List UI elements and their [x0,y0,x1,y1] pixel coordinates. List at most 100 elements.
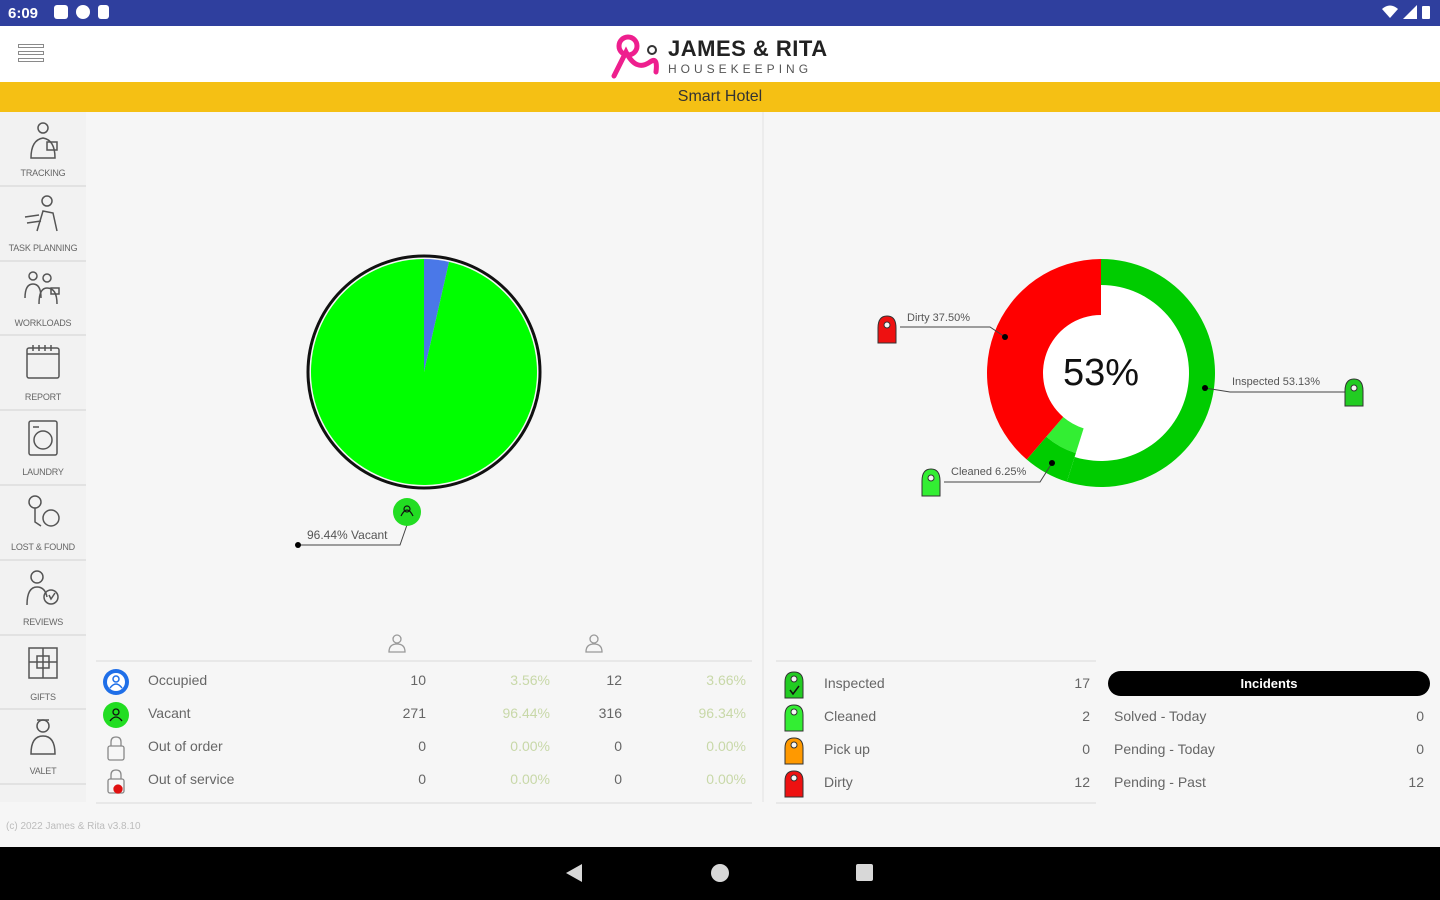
sidebar-item-lost-found[interactable]: LOST & FOUND [0,486,86,561]
row-name: Vacant [148,705,191,721]
task-planning-icon [24,195,58,232]
out-of-order-lock-icon [107,736,125,761]
vacant-data-label: 96.44% Vacant [307,528,388,542]
dirty-leader-dot [1002,334,1008,340]
footer-copyright: (c) 2022 James & Rita v3.8.10 [6,821,141,832]
lost-found-icon [28,495,60,527]
row-tomorrow-count: 0 [614,738,622,754]
vacant-person-icon [103,702,129,728]
inspected-tag-icon [784,671,804,699]
recent-apps-icon[interactable] [856,864,873,881]
row-tomorrow-percent: 0.00% [706,738,746,754]
cleaned-tag-icon [921,468,941,497]
tracking-icon [30,122,58,159]
row-name: Occupied [148,672,208,688]
table-row: Out of service 0 0.00% 0 0.00% [96,763,756,796]
inspected-data-label: Inspected 53.13% [1232,376,1321,388]
row-name: Solved - Today [1114,708,1207,724]
status-notification-icons [54,5,109,19]
pie-slice-vacant [311,259,537,485]
housekeeping-table-top-rule [776,660,1096,662]
sidebar-item-reviews[interactable]: REVIEWS [0,561,86,636]
row-value: 0 [1082,741,1090,757]
sidebar-item-label: REVIEWS [22,616,64,627]
cleaned-data-label: Cleaned 6.25% [951,466,1027,478]
dirty-tag-icon [784,770,804,798]
out-of-service-lock-icon [107,769,125,794]
row-tomorrow-percent: 0.00% [706,771,746,787]
row-name: Pending - Today [1114,741,1215,757]
row-value: 12 [1074,774,1090,790]
row-today-count: 0 [418,771,426,787]
sidebar-item-tracking[interactable]: TRACKING [0,112,86,187]
row-value: 17 [1074,675,1090,691]
sidebar-item-task-planning[interactable]: TASK PLANNING [0,187,86,262]
sidebar-item-label: LOST & FOUND [11,541,75,552]
pick-up-tag-icon [784,737,804,765]
donut-center-percentage: 53% [1062,352,1140,394]
wifi-icon [1382,5,1398,18]
sidebar-item-workloads[interactable]: WORKLOADS [0,262,86,337]
report-icon [26,345,60,380]
dirty-tag-icon [877,315,897,344]
row-tomorrow-percent: 3.66% [706,672,746,688]
row-today-count: 0 [418,738,426,754]
dirty-leader-line [900,326,1006,338]
table-row: Occupied 10 3.56% 12 3.66% [96,664,756,697]
sidebar-item-label: VALET [29,766,57,777]
brand-subtitle: HOUSEKEEPING [668,62,813,76]
vacant-marker-icon [393,498,421,526]
housekeeping-table-bottom-rule [776,802,1096,804]
back-icon[interactable] [566,864,582,882]
row-value: 0 [1416,741,1424,757]
column-occupancy-today-icon [388,634,406,653]
sidebar-item-report[interactable]: REPORT [0,336,86,412]
row-value: 2 [1082,708,1090,724]
vacant-leader-dot [295,542,301,548]
donut-slice-cleaned [1046,417,1084,454]
sidebar-item-gifts[interactable]: GIFTS [0,636,86,711]
table-row: Solved - Today 0 [1112,700,1428,733]
incidents-header[interactable]: Incidents [1108,671,1430,696]
row-today-percent: 0.00% [510,738,550,754]
sidebar-item-label: TASK PLANNING [8,242,78,253]
cleaned-leader-dot [1049,460,1055,466]
sidebar-item-laundry[interactable]: LAUNDRY [0,411,86,486]
cleaned-tag-icon [784,704,804,732]
row-name: Out of service [148,771,235,787]
row-tomorrow-count: 0 [614,771,622,787]
inspected-leader-line [1204,387,1348,393]
hotel-name: Smart Hotel [677,88,763,105]
panel-divider [762,112,764,802]
row-today-percent: 96.44% [502,705,550,721]
sidebar-item-label: LAUNDRY [22,467,64,478]
occupancy-table-bottom-rule [96,802,752,804]
table-row: Inspected 17 [782,667,1092,700]
row-name: Pending - Past [1114,774,1206,790]
row-today-percent: 3.56% [510,672,550,688]
occupied-person-icon [103,669,129,695]
row-value: 0 [1416,708,1424,724]
row-today-count: 10 [410,672,426,688]
menu-button[interactable] [18,44,44,66]
dirty-data-label: Dirty 37.50% [907,312,970,324]
row-today-count: 271 [402,705,426,721]
status-system-icons [1382,5,1430,19]
inspected-leader-dot [1202,385,1208,391]
donut-slice-cleaned-outer [1026,436,1076,482]
row-tomorrow-count: 316 [598,705,622,721]
sidebar-item-valet[interactable]: VALET [0,710,86,786]
pie-outline [306,254,542,490]
row-today-percent: 0.00% [510,771,550,787]
column-occupancy-tomorrow-icon [585,634,603,653]
table-row: Pending - Past 12 [1112,766,1428,799]
sidebar-item-label: REPORT [24,392,62,403]
android-navigation-bar [0,847,1440,900]
row-tomorrow-count: 12 [606,672,622,688]
home-icon[interactable] [711,864,729,882]
sd-card-icon [98,5,109,19]
pie-slice-occupied [424,259,450,372]
signal-icon [1403,5,1417,19]
sidebar-item-label: GIFTS [30,691,56,702]
row-name: Dirty [824,774,853,790]
